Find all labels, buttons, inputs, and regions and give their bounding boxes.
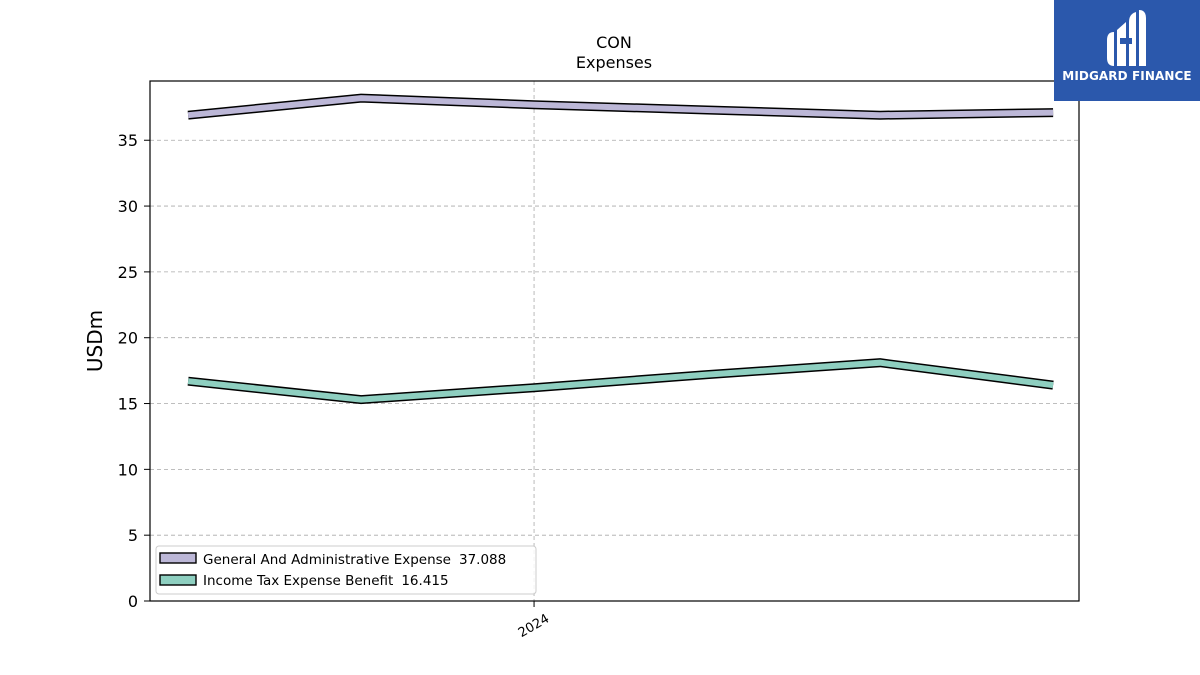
- series-lines: [187, 93, 1054, 405]
- y-axis-ticks: 0 5 10 15 20 25 30 35: [118, 131, 150, 611]
- legend-swatch-general-admin: [159, 552, 197, 564]
- y-tick-label-30: 30: [118, 197, 138, 216]
- y-tick-label-15: 15: [118, 395, 138, 414]
- series-line-0: [187, 93, 1054, 120]
- series-line-1: [187, 358, 1054, 405]
- legend-swatch-income-tax: [159, 574, 197, 586]
- grid-lines: [150, 81, 1079, 601]
- y-tick-label-25: 25: [118, 263, 138, 282]
- x-tick-label-2024: 2024: [516, 611, 552, 641]
- series-fill-0: [187, 95, 1054, 119]
- brand-name: MIDGARD FINANCE: [1062, 69, 1192, 83]
- series-fill-1: [187, 359, 1054, 403]
- chart-title: CON: [596, 33, 632, 52]
- legend-label-general-admin: General And Administrative Expense 37.088: [203, 552, 506, 568]
- legend-box: [155, 545, 537, 595]
- y-axis-label: USDm: [83, 310, 107, 372]
- brand-logo: MIDGARD FINANCE: [1054, 0, 1200, 101]
- midgard-m-logo-icon: [1107, 10, 1146, 66]
- y-tick-label-0: 0: [128, 592, 138, 611]
- legend-label-income-tax: Income Tax Expense Benefit 16.415: [203, 573, 449, 589]
- legend: General And Administrative Expense 37.088…: [155, 545, 537, 595]
- y-tick-label-20: 20: [118, 329, 138, 348]
- plot-frame: [149, 80, 1080, 602]
- y-tick-label-35: 35: [118, 131, 138, 150]
- y-tick-label-10: 10: [118, 460, 138, 479]
- x-axis-ticks: 2024: [516, 601, 552, 641]
- chart-subtitle: Expenses: [576, 53, 652, 72]
- y-tick-label-5: 5: [128, 526, 138, 545]
